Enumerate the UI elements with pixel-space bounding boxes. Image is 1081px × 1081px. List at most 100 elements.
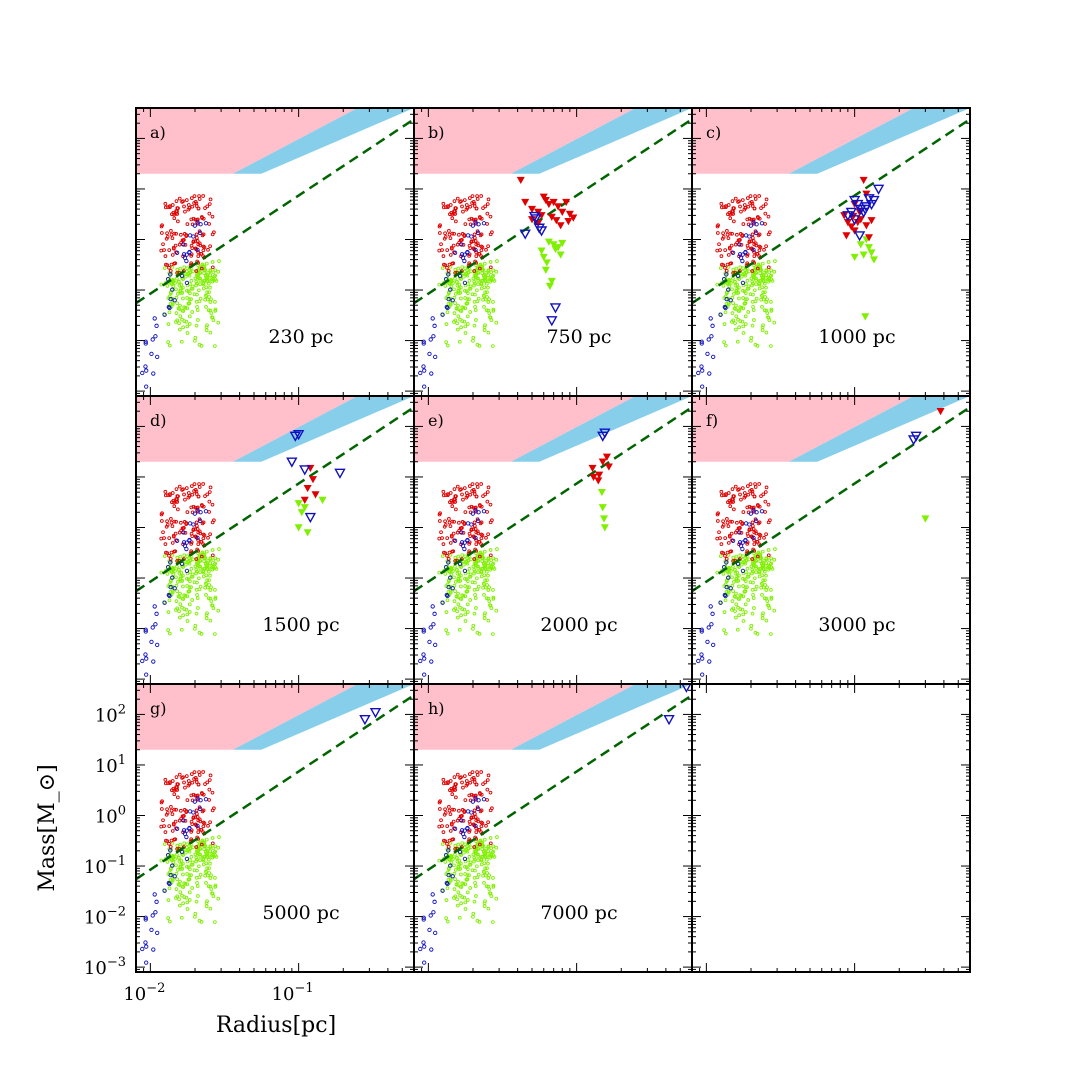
bg-green-point — [167, 343, 172, 348]
bg-green-point — [184, 607, 189, 612]
red-triangle — [311, 491, 320, 499]
bg-green-point — [462, 269, 467, 274]
bg-red-point — [176, 494, 180, 499]
bg-green-point — [482, 285, 487, 290]
bg-green-point — [175, 301, 179, 305]
bg-red-point — [719, 254, 724, 259]
bg-blue-point — [184, 280, 190, 286]
bg-red-point — [464, 207, 469, 212]
bg-red-point — [201, 532, 206, 537]
bg-green-point — [204, 901, 209, 906]
bg-green-point — [762, 308, 767, 313]
bg-green-point — [489, 852, 493, 857]
bg-green-point — [206, 308, 211, 313]
bg-red-point — [447, 805, 451, 809]
bg-red-point — [768, 518, 772, 523]
bg-green-point — [491, 561, 496, 566]
bg-red-point — [452, 209, 456, 214]
x-axis-label: Radius[pc] — [216, 1013, 336, 1038]
bg-green-point — [466, 846, 471, 851]
bg-green-point — [202, 271, 206, 275]
bg-red-point — [197, 197, 202, 201]
bg-red-point — [485, 798, 489, 802]
bg-blue-point — [751, 220, 756, 225]
bg-red-point — [463, 222, 468, 226]
bg-green-point — [483, 899, 487, 904]
bg-green-point — [476, 296, 481, 301]
bg-red-point — [473, 527, 478, 531]
bg-red-point — [194, 557, 199, 561]
bg-green-point — [760, 304, 764, 309]
bg-blue-point — [172, 586, 177, 591]
bg-green-point — [216, 557, 221, 562]
bg-blue-point — [153, 622, 158, 627]
bg-red-point — [766, 214, 771, 219]
bg-green-point — [467, 873, 471, 877]
blue-region — [232, 108, 414, 174]
bg-blue-point — [149, 927, 154, 933]
bg-green-point — [213, 920, 217, 924]
bg-green-point — [733, 307, 738, 311]
bg-green-point — [741, 612, 746, 617]
bg-red-point — [735, 520, 739, 525]
bg-green-point — [211, 606, 216, 610]
bg-green-point — [198, 566, 203, 571]
bg-blue-point — [751, 247, 756, 253]
plot-area — [692, 396, 970, 678]
bg-red-point — [474, 250, 478, 254]
bg-red-point — [441, 493, 446, 498]
bg-red-point — [191, 239, 196, 244]
bg-red-point — [168, 269, 173, 273]
bg-red-point — [464, 783, 469, 788]
bg-blue-point — [184, 258, 189, 264]
bg-blue-point — [421, 339, 426, 344]
bg-red-point — [750, 520, 755, 525]
bg-green-point — [484, 281, 489, 286]
bg-red-point — [169, 229, 173, 233]
panel-a: a)230 pc — [135, 107, 415, 397]
bg-red-point — [159, 248, 164, 253]
bg-green-point — [471, 852, 476, 857]
bg-red-point — [176, 219, 180, 224]
bg-blue-point — [433, 642, 438, 648]
bg-green-point — [760, 573, 765, 578]
bg-red-point — [199, 266, 204, 271]
bg-red-point — [182, 525, 186, 530]
bg-green-point — [196, 576, 201, 581]
blue-region — [510, 108, 692, 174]
bg-green-point — [213, 876, 217, 880]
plot-area — [136, 684, 414, 966]
bg-red-point — [477, 842, 482, 847]
bg-green-point — [722, 610, 727, 615]
bg-green-point — [737, 325, 742, 330]
y-tick-label: 100 — [95, 803, 126, 827]
bg-blue-point — [421, 364, 426, 369]
red-triangle — [602, 453, 611, 461]
bg-green-point — [208, 588, 213, 592]
bg-green-point — [465, 579, 470, 583]
bg-red-point — [163, 830, 168, 835]
bg-green-point — [178, 591, 182, 596]
bg-green-point — [491, 268, 496, 273]
bg-blue-point — [710, 323, 715, 328]
blue-triangle — [872, 184, 885, 195]
bg-green-point — [195, 593, 199, 597]
bg-red-point — [748, 201, 752, 205]
bg-green-point — [192, 580, 197, 585]
bg-blue-point — [730, 250, 736, 255]
panel-e: e)2000 pc — [413, 395, 693, 685]
blue-triangle — [859, 204, 871, 216]
bg-red-point — [174, 487, 179, 491]
bg-red-point — [485, 510, 489, 514]
bg-green-point — [465, 602, 470, 607]
bg-green-point — [733, 571, 738, 576]
bg-green-point — [203, 297, 207, 302]
bg-green-point — [194, 299, 199, 304]
blue-triangle — [535, 226, 548, 237]
bg-blue-point — [470, 511, 475, 516]
red-triangle — [595, 471, 604, 479]
bg-blue-point — [473, 823, 478, 829]
bg-blue-point — [446, 848, 451, 853]
bg-green-point — [754, 566, 759, 571]
bg-green-point — [722, 628, 726, 632]
